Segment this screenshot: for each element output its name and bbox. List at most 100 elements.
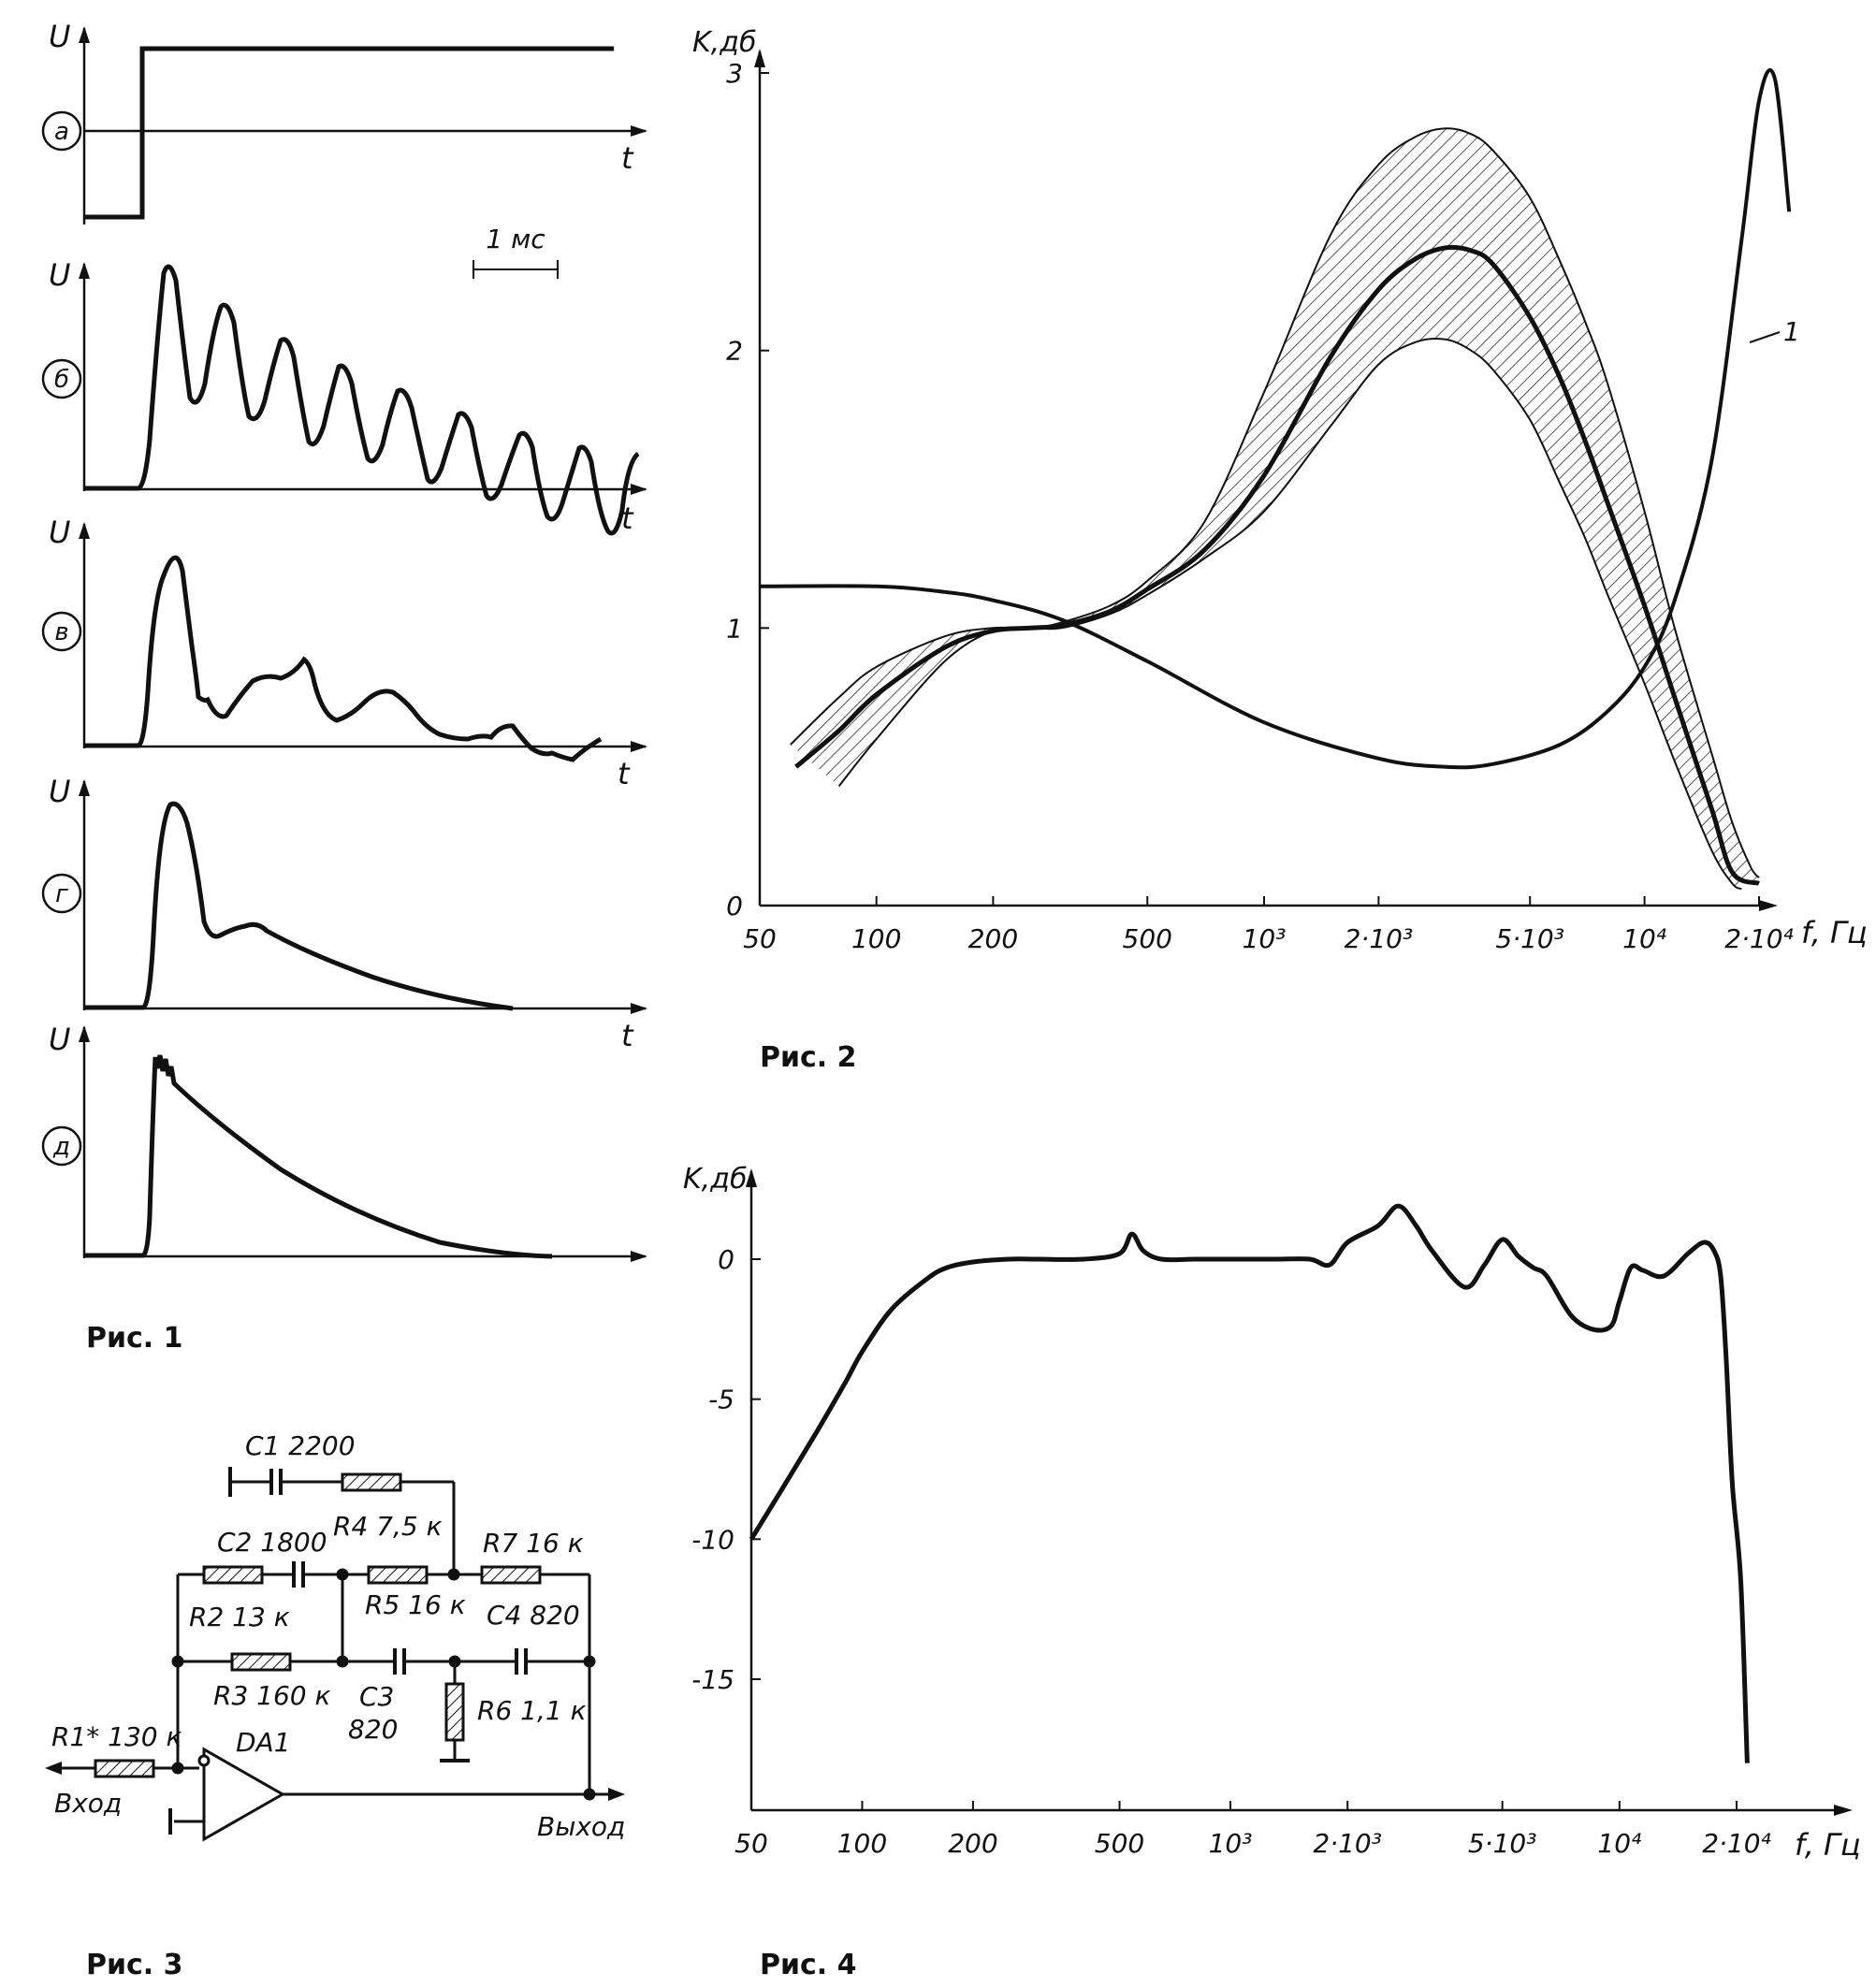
label-c1: С1 2200 bbox=[245, 1430, 356, 1461]
junction-dot bbox=[171, 1762, 184, 1775]
fig4-x-axis-arrow bbox=[1834, 1805, 1853, 1816]
fig2-tolerance-band-low bbox=[790, 627, 1031, 787]
panel-letter: а bbox=[54, 118, 69, 146]
x-tick-label: 200 bbox=[948, 1828, 997, 1859]
fig3-circuit: С1 2200 С2 1800 R4 7,5 к R7 16 к R2 13 к… bbox=[45, 1430, 625, 1981]
fig1-panel-e: д U bbox=[41, 1022, 647, 1262]
fig4-y-ticks: 0 -5 -10 -15 bbox=[691, 1244, 761, 1695]
fig4-y-axis-arrow bbox=[746, 1168, 757, 1187]
resistor-r4 bbox=[341, 1472, 402, 1492]
fig1-panel-a: а U t 1 мс bbox=[41, 19, 647, 279]
inverting-input-circle bbox=[197, 1754, 211, 1767]
u-label: U bbox=[49, 1022, 70, 1057]
x-tick-label: 500 bbox=[1123, 923, 1172, 954]
junction-dot bbox=[447, 1568, 460, 1581]
x-tick-label: 100 bbox=[837, 1828, 887, 1859]
panel-letter-circle bbox=[41, 611, 82, 652]
u-axis-arrow bbox=[79, 779, 90, 796]
label-r7: R7 16 к bbox=[483, 1528, 584, 1559]
u-label: U bbox=[49, 515, 70, 550]
panel-letter-circle bbox=[41, 358, 82, 399]
panel-letter-circle bbox=[41, 873, 82, 914]
fig2-caption: Рис. 2 bbox=[760, 1041, 857, 1074]
t-label: t bbox=[621, 140, 634, 176]
fig1-panel-b: б U t bbox=[41, 257, 647, 536]
x-tick-label: 2·10⁴ bbox=[1702, 1828, 1771, 1859]
x-tick-label: 10³ bbox=[1243, 923, 1287, 954]
waveform-d bbox=[84, 801, 514, 1011]
panel-letter: б bbox=[54, 366, 69, 394]
fig2-y-ticks: 0 1 2 3 bbox=[726, 58, 769, 921]
label-r1: R1* 130 к bbox=[51, 1721, 182, 1752]
fig2-curve-label-leader bbox=[1749, 331, 1781, 343]
waveform-e bbox=[84, 1054, 553, 1259]
u-axis-arrow bbox=[79, 262, 90, 279]
y-tick-label: -15 bbox=[691, 1664, 734, 1695]
x-tick-label: 50 bbox=[734, 1828, 768, 1859]
label-input: Вход bbox=[54, 1788, 122, 1819]
t-label: t bbox=[621, 1018, 634, 1053]
resistor-r6 bbox=[444, 1682, 465, 1742]
fig4-x-axis-label: f, Гц bbox=[1795, 1827, 1861, 1863]
x-tick-label: 50 bbox=[743, 923, 777, 954]
fig4-caption: Рис. 4 bbox=[760, 1949, 857, 1981]
resistor-r7 bbox=[480, 1565, 542, 1585]
junction-dot bbox=[583, 1788, 596, 1801]
u-label: U bbox=[49, 19, 70, 54]
resistor-r2 bbox=[202, 1565, 264, 1585]
y-tick-label: -5 bbox=[708, 1385, 734, 1415]
u-label: U bbox=[49, 774, 70, 809]
fig1-panel-d: г U t bbox=[41, 774, 647, 1053]
fig2-chart: K,дб f, Гц 0 1 2 3 50 100 200 500 10³ 2·10³ 5·10³… bbox=[692, 26, 1868, 1074]
fig2-curve-label: 1 bbox=[1783, 316, 1800, 347]
u-axis-arrow bbox=[79, 522, 90, 539]
x-tick-label: 5·10³ bbox=[1495, 923, 1564, 954]
label-r5: R5 16 к bbox=[365, 1589, 466, 1620]
x-tick-label: 2·10³ bbox=[1313, 1828, 1382, 1859]
output-arrow bbox=[608, 1788, 625, 1801]
label-r4: R4 7,5 к bbox=[333, 1511, 443, 1542]
x-tick-label: 5·10³ bbox=[1468, 1828, 1537, 1859]
panel-letter: г bbox=[55, 880, 68, 908]
x-tick-label: 2·10⁴ bbox=[1724, 923, 1794, 954]
u-axis-arrow bbox=[79, 26, 90, 43]
label-c3-name: С3 bbox=[359, 1681, 394, 1712]
x-tick-label: 500 bbox=[1095, 1828, 1144, 1859]
x-tick-label: 2·10³ bbox=[1345, 923, 1414, 954]
waveform-c bbox=[84, 555, 603, 762]
u-axis-arrow bbox=[79, 1025, 90, 1042]
fig4-chart: K,дб f, Гц 0 -5 -10 -15 50 100 200 500 10³ 2·10³… bbox=[683, 1163, 1861, 1981]
panel-letter-circle bbox=[41, 110, 82, 152]
fig1-group: а U t 1 мс б U t bbox=[41, 19, 647, 1355]
x-tick-label: 10⁴ bbox=[1622, 923, 1666, 954]
label-c3-value: 820 bbox=[348, 1714, 398, 1745]
fig2-y-axis-label: K,дб bbox=[692, 26, 756, 59]
t-axis-arrow bbox=[631, 125, 647, 137]
y-tick-label: 2 bbox=[726, 336, 743, 367]
y-tick-label: 0 bbox=[718, 1244, 734, 1275]
junction-dot bbox=[336, 1568, 349, 1581]
fig2-y-axis-arrow bbox=[754, 49, 765, 67]
t-axis-arrow bbox=[631, 741, 647, 752]
fig2-series-lower-bound bbox=[837, 337, 1742, 891]
fig2-x-axis-arrow bbox=[1759, 900, 1778, 911]
resistor-r1 bbox=[94, 1759, 155, 1778]
t-label: t bbox=[618, 756, 631, 791]
junction-dot bbox=[583, 1655, 596, 1668]
u-label: U bbox=[49, 257, 70, 293]
junction-dot bbox=[171, 1655, 184, 1668]
time-scale-label: 1 мс bbox=[486, 224, 545, 254]
x-tick-label: 10³ bbox=[1209, 1828, 1253, 1859]
junction-dot bbox=[448, 1655, 461, 1668]
t-axis-arrow bbox=[631, 1251, 647, 1262]
t-label: t bbox=[621, 500, 634, 536]
panel-letter: д bbox=[52, 1133, 70, 1161]
junction-dot bbox=[336, 1655, 349, 1668]
y-tick-label: 1 bbox=[726, 613, 743, 644]
fig2-series-1 bbox=[759, 67, 1792, 770]
label-c2: С2 1800 bbox=[217, 1527, 327, 1558]
fig2-x-ticks: 50 100 200 500 10³ 2·10³ 5·10³ 10⁴ 2·10⁴ bbox=[743, 896, 1794, 954]
fig2-tolerance-band-high bbox=[1061, 128, 1759, 890]
t-axis-arrow bbox=[631, 484, 647, 495]
